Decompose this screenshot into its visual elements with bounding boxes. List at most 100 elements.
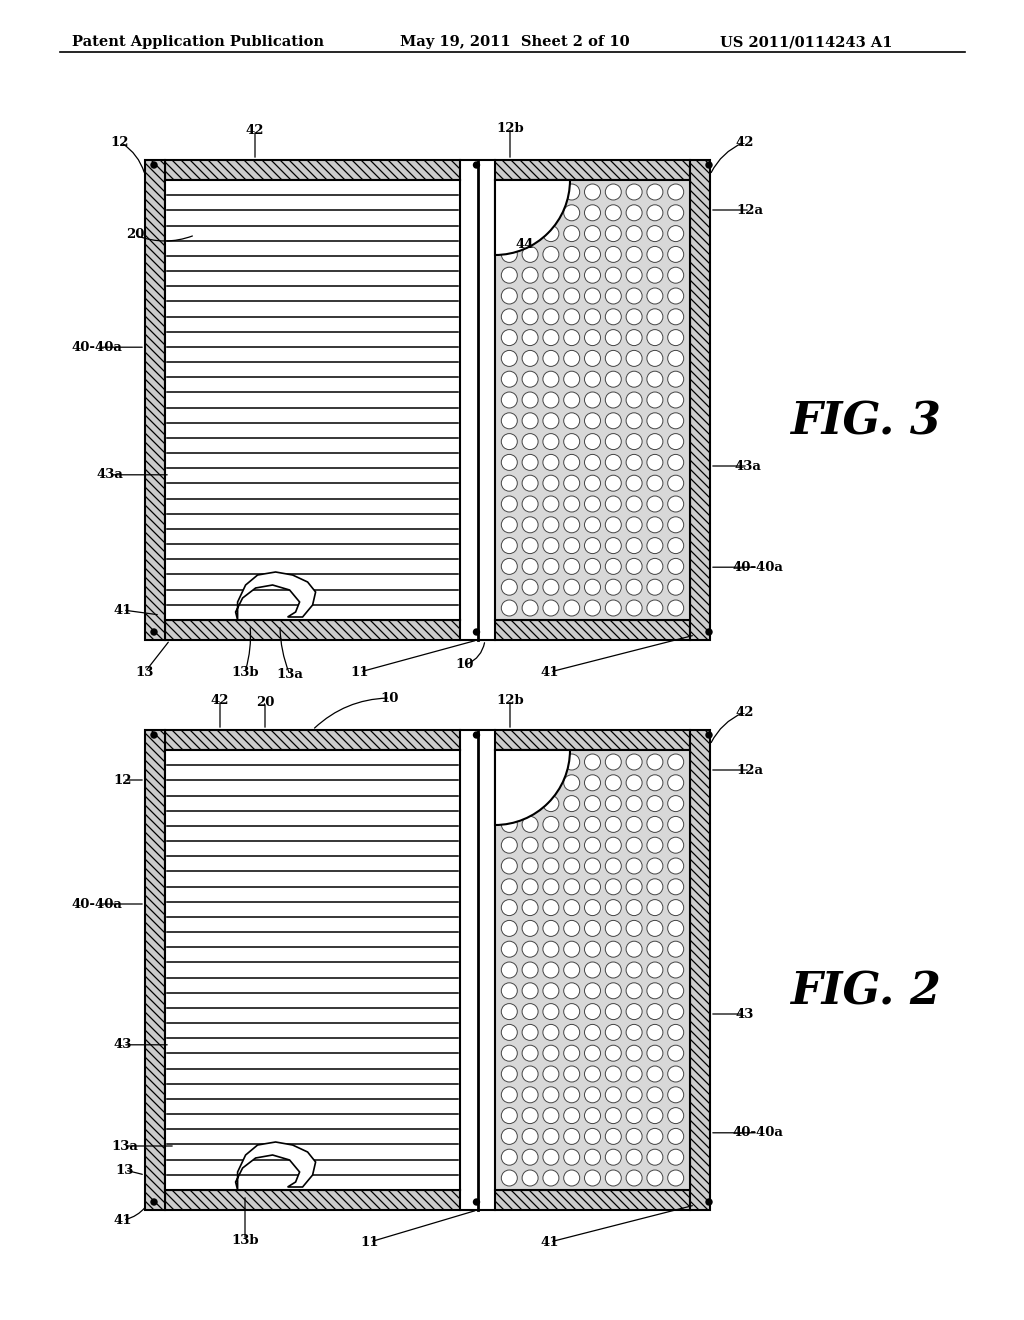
Circle shape bbox=[585, 537, 600, 553]
Circle shape bbox=[502, 517, 517, 533]
Text: 42: 42 bbox=[211, 693, 229, 706]
Circle shape bbox=[543, 1003, 559, 1019]
Circle shape bbox=[502, 1150, 517, 1166]
Circle shape bbox=[563, 226, 580, 242]
Circle shape bbox=[151, 630, 157, 635]
Circle shape bbox=[502, 1170, 517, 1185]
Circle shape bbox=[647, 330, 663, 346]
Circle shape bbox=[502, 1003, 517, 1019]
Circle shape bbox=[668, 837, 684, 853]
Text: US 2011/0114243 A1: US 2011/0114243 A1 bbox=[720, 36, 893, 49]
Circle shape bbox=[543, 1170, 559, 1185]
Circle shape bbox=[522, 754, 538, 770]
Circle shape bbox=[647, 1129, 663, 1144]
Circle shape bbox=[668, 309, 684, 325]
Bar bbox=[165, 620, 460, 640]
Circle shape bbox=[668, 454, 684, 470]
Circle shape bbox=[668, 226, 684, 242]
Circle shape bbox=[585, 920, 600, 936]
Circle shape bbox=[585, 226, 600, 242]
Circle shape bbox=[647, 941, 663, 957]
Circle shape bbox=[563, 601, 580, 616]
Circle shape bbox=[626, 579, 642, 595]
Polygon shape bbox=[236, 1142, 315, 1191]
Circle shape bbox=[668, 1045, 684, 1061]
Circle shape bbox=[647, 1003, 663, 1019]
Circle shape bbox=[563, 1107, 580, 1123]
Circle shape bbox=[668, 920, 684, 936]
Circle shape bbox=[563, 796, 580, 812]
Circle shape bbox=[522, 537, 538, 553]
Circle shape bbox=[605, 601, 622, 616]
Circle shape bbox=[522, 837, 538, 853]
Bar bbox=[495, 620, 690, 640]
Circle shape bbox=[626, 754, 642, 770]
Circle shape bbox=[502, 1086, 517, 1102]
Circle shape bbox=[563, 350, 580, 367]
Circle shape bbox=[151, 162, 157, 168]
Circle shape bbox=[647, 309, 663, 325]
Bar bbox=[165, 160, 460, 180]
Circle shape bbox=[605, 309, 622, 325]
Circle shape bbox=[563, 1045, 580, 1061]
Text: 42: 42 bbox=[736, 705, 755, 718]
Circle shape bbox=[668, 775, 684, 791]
Circle shape bbox=[543, 941, 559, 957]
Circle shape bbox=[522, 1107, 538, 1123]
Circle shape bbox=[563, 330, 580, 346]
Circle shape bbox=[585, 1170, 600, 1185]
Circle shape bbox=[668, 1107, 684, 1123]
Circle shape bbox=[626, 775, 642, 791]
Circle shape bbox=[522, 247, 538, 263]
Circle shape bbox=[626, 796, 642, 812]
Circle shape bbox=[543, 900, 559, 916]
Circle shape bbox=[502, 858, 517, 874]
Circle shape bbox=[668, 796, 684, 812]
Circle shape bbox=[502, 1045, 517, 1061]
Text: 43: 43 bbox=[736, 1007, 755, 1020]
Circle shape bbox=[563, 1024, 580, 1040]
Circle shape bbox=[668, 941, 684, 957]
Circle shape bbox=[563, 413, 580, 429]
Circle shape bbox=[626, 1045, 642, 1061]
Text: 12a: 12a bbox=[736, 763, 764, 776]
Circle shape bbox=[502, 601, 517, 616]
Text: 43a: 43a bbox=[96, 469, 124, 482]
Circle shape bbox=[626, 517, 642, 533]
Circle shape bbox=[522, 1067, 538, 1082]
Circle shape bbox=[543, 879, 559, 895]
Circle shape bbox=[543, 330, 559, 346]
Circle shape bbox=[585, 205, 600, 220]
Circle shape bbox=[626, 267, 642, 284]
Circle shape bbox=[605, 392, 622, 408]
Circle shape bbox=[563, 558, 580, 574]
Circle shape bbox=[647, 350, 663, 367]
Circle shape bbox=[563, 816, 580, 833]
Circle shape bbox=[706, 630, 712, 635]
Circle shape bbox=[585, 1150, 600, 1166]
Circle shape bbox=[585, 983, 600, 999]
Circle shape bbox=[563, 433, 580, 450]
Circle shape bbox=[605, 900, 622, 916]
Text: 13: 13 bbox=[116, 1163, 134, 1176]
Circle shape bbox=[585, 517, 600, 533]
Circle shape bbox=[647, 558, 663, 574]
Circle shape bbox=[522, 601, 538, 616]
Circle shape bbox=[563, 858, 580, 874]
Circle shape bbox=[563, 309, 580, 325]
Circle shape bbox=[522, 962, 538, 978]
Circle shape bbox=[563, 900, 580, 916]
Circle shape bbox=[522, 879, 538, 895]
Circle shape bbox=[563, 920, 580, 936]
Circle shape bbox=[668, 879, 684, 895]
Circle shape bbox=[522, 288, 538, 304]
Text: 42: 42 bbox=[736, 136, 755, 149]
Circle shape bbox=[502, 816, 517, 833]
Circle shape bbox=[543, 837, 559, 853]
Circle shape bbox=[543, 454, 559, 470]
Circle shape bbox=[502, 309, 517, 325]
Circle shape bbox=[668, 371, 684, 387]
Circle shape bbox=[543, 775, 559, 791]
Circle shape bbox=[605, 247, 622, 263]
Circle shape bbox=[605, 816, 622, 833]
